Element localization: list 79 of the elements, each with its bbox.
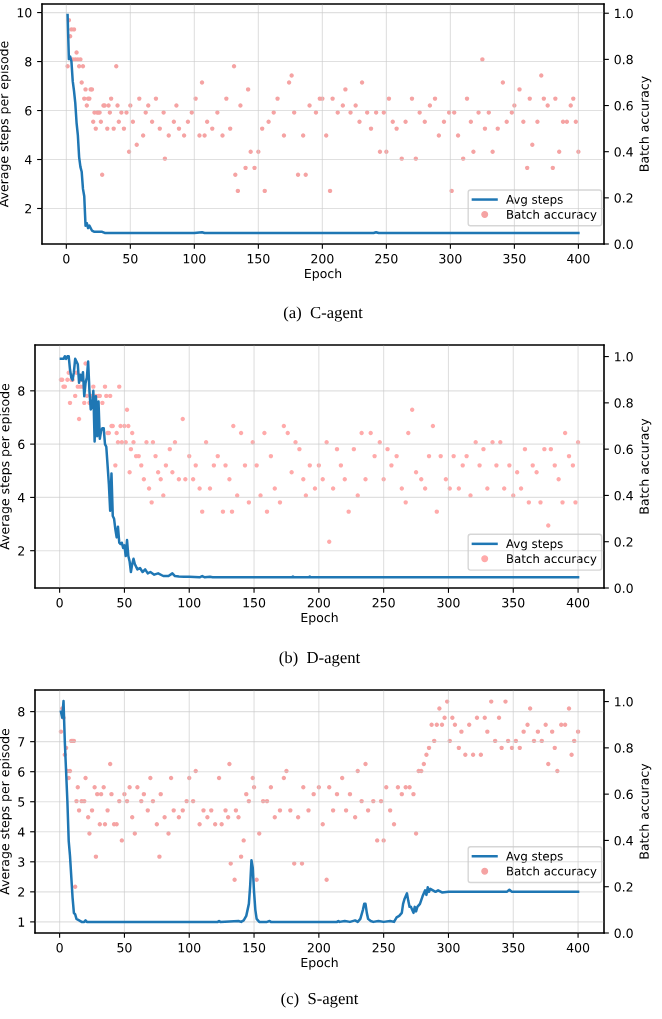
y-tick-label: 2 xyxy=(18,887,25,897)
legend-label: Avg steps xyxy=(506,195,563,207)
y-tick-label: 8 xyxy=(18,707,25,717)
y2-tick-label: 0.6 xyxy=(614,101,633,111)
x-tick-label: 200 xyxy=(307,597,330,608)
x-tick-label: 200 xyxy=(307,942,330,953)
x-tick-label: 400 xyxy=(567,253,590,264)
x-axis-title: Epoch xyxy=(301,957,338,970)
x-tick-label: 150 xyxy=(247,253,270,264)
x-axis-title: Epoch xyxy=(301,612,338,625)
x-tick-label: 150 xyxy=(243,597,266,608)
x-tick-label: 150 xyxy=(243,942,266,953)
x-tick-label: 300 xyxy=(437,597,460,608)
y-tick-label: 2 xyxy=(25,203,32,214)
x-tick-label: 400 xyxy=(566,942,590,953)
y2-tick-label: 0.6 xyxy=(614,444,633,455)
x-tick-label: 250 xyxy=(375,253,398,264)
y-tick-label: 5 xyxy=(18,797,25,807)
y2-tick-label: 1.0 xyxy=(615,352,633,362)
y2-tick-label: 0.0 xyxy=(614,239,633,249)
y2-tick-label: 0.8 xyxy=(614,54,633,65)
x-tick-label: 50 xyxy=(117,942,132,953)
x-axis-title: Epoch xyxy=(305,268,342,281)
x-tick-label: 100 xyxy=(178,597,201,608)
x-tick-label: 50 xyxy=(123,253,138,264)
y-tick-label: 6 xyxy=(18,439,25,450)
y-axis-title: Average steps per episode xyxy=(0,383,12,550)
y2-tick-label: 0.0 xyxy=(614,583,633,593)
y-tick-label: 1 xyxy=(18,917,25,927)
y2-tick-label: 0.8 xyxy=(614,743,633,753)
y2-axis-title: Batch accuracy xyxy=(639,418,652,514)
y-tick-label: 10 xyxy=(17,8,32,18)
y2-tick-label: 0.2 xyxy=(614,193,633,203)
y-tick-label: 6 xyxy=(25,106,32,116)
y-axis-title: Average steps per episode xyxy=(0,728,12,895)
y2-tick-label: 0.4 xyxy=(614,490,633,501)
y2-axis-title: Batch accuracy xyxy=(639,763,652,859)
x-tick-label: 100 xyxy=(183,253,206,264)
x-tick-label: 350 xyxy=(503,253,526,264)
legend-label: Batch accuracy xyxy=(507,553,597,566)
y-tick-label: 4 xyxy=(17,827,25,837)
y2-tick-label: 0.2 xyxy=(614,537,633,547)
y2-tick-label: 0.8 xyxy=(614,398,633,408)
legend-label: Batch accuracy xyxy=(507,209,597,222)
x-tick-label: 300 xyxy=(437,942,460,953)
x-tick-label: 250 xyxy=(372,942,395,953)
y-tick-label: 2 xyxy=(18,546,25,556)
y2-axis-title: Batch accuracy xyxy=(639,76,652,171)
x-tick-label: 0 xyxy=(63,253,70,264)
x-tick-label: 400 xyxy=(566,597,590,608)
y2-tick-label: 0.0 xyxy=(614,928,633,938)
y2-tick-label: 0.6 xyxy=(614,789,633,800)
x-tick-label: 200 xyxy=(311,253,334,264)
x-tick-label: 350 xyxy=(502,942,525,953)
y2-tick-label: 0.4 xyxy=(614,835,633,846)
x-tick-label: 0 xyxy=(56,597,63,608)
legend-label: Avg steps xyxy=(506,539,563,551)
y-tick-label: 4 xyxy=(24,155,32,165)
text: (b) D-agent xyxy=(279,651,361,667)
y-tick-label: 8 xyxy=(18,386,25,396)
x-tick-label: 300 xyxy=(439,253,462,264)
y2-tick-label: 0.4 xyxy=(614,147,633,157)
y-tick-label: 4 xyxy=(17,493,25,503)
x-tick-label: 350 xyxy=(502,597,525,608)
legend-label: Batch accuracy xyxy=(507,866,597,878)
x-tick-label: 250 xyxy=(372,597,395,608)
y2-tick-label: 1.0 xyxy=(615,697,633,707)
y-tick-label: 6 xyxy=(18,767,25,777)
x-tick-label: 100 xyxy=(178,942,201,953)
y-tick-label: 3 xyxy=(18,857,25,867)
y2-tick-label: 1.0 xyxy=(615,8,633,19)
text: (c) S-agent xyxy=(281,992,359,1008)
y-tick-label: 7 xyxy=(18,737,25,747)
text: (a) C-agent xyxy=(283,306,363,322)
y-tick-label: 8 xyxy=(25,57,32,67)
x-tick-label: 50 xyxy=(117,597,132,608)
legend-label: Avg steps xyxy=(506,851,563,863)
x-tick-label: 0 xyxy=(56,942,63,953)
y2-tick-label: 0.2 xyxy=(614,882,633,892)
